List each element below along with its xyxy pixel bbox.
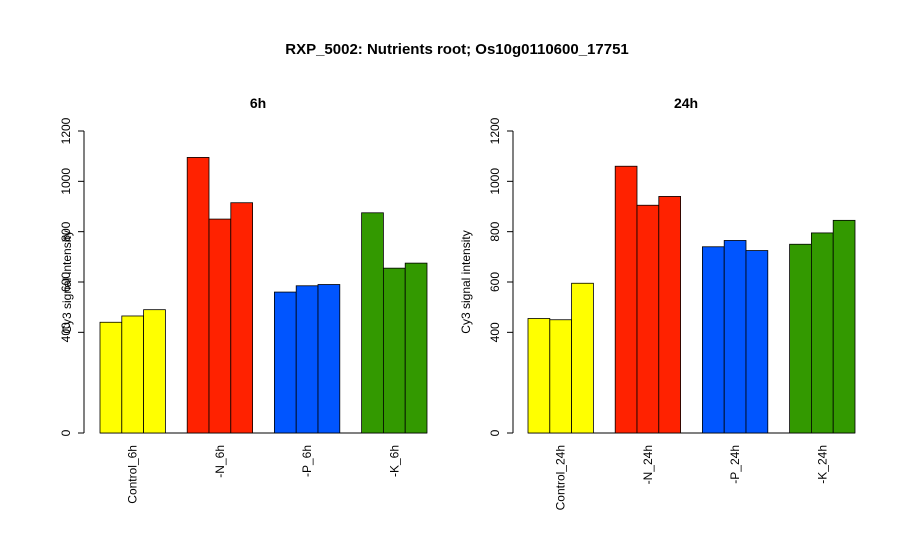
panel-6h: 6h Cy3 signal intensity 0 400 600 800 1000 12… <box>59 95 428 504</box>
y-tick-label: 400 <box>488 322 502 342</box>
bar <box>549 319 572 434</box>
main-title: RXP_5002: Nutrients root; Os10g0110600_1… <box>285 41 629 58</box>
y-tick-label: 800 <box>488 221 502 241</box>
bar <box>636 204 660 434</box>
y-tick-label: 1200 <box>59 117 73 144</box>
bar <box>382 267 406 434</box>
x-category-label: -K_24h <box>815 445 829 484</box>
y-tick-label: 1200 <box>488 117 502 144</box>
y-tick-label: 1000 <box>59 168 73 195</box>
bar <box>121 315 145 434</box>
bar <box>614 165 638 434</box>
bar <box>789 243 812 434</box>
bar <box>571 282 594 434</box>
x-category-label: -N_24h <box>641 445 655 484</box>
bar <box>658 196 681 434</box>
x-category-label: Control_24h <box>554 445 568 510</box>
y-tick-label: 0 <box>488 429 502 436</box>
y-axis-label-24h: Cy3 signal intensity <box>459 230 473 333</box>
bar <box>404 262 428 434</box>
bar <box>295 285 319 434</box>
x-category-label: -P_24h <box>728 445 742 484</box>
y-tick-label: 1000 <box>488 168 502 195</box>
bar <box>361 212 384 434</box>
bar <box>832 219 856 434</box>
y-tick-label: 600 <box>488 272 502 292</box>
y-tick-label: 0 <box>59 429 73 436</box>
x-category-label: -K_6h <box>387 445 401 477</box>
panel-title-6h: 6h <box>250 95 266 111</box>
y-tick-label: 400 <box>59 322 73 342</box>
y-tick-label: 600 <box>59 272 73 292</box>
bar <box>230 202 254 434</box>
bar <box>99 321 123 434</box>
bar <box>273 291 297 434</box>
panel-24h: 24h Cy3 signal intensity 0 400 600 800 1000 1… <box>459 95 856 510</box>
bar <box>208 218 232 434</box>
plot-area-24h: 0 400 600 800 1000 1200 Control_24h -N_24h -P_24… <box>488 117 856 510</box>
plot-area-6h: 0 400 600 800 1000 1200 Control_6h -N_6h -P_6h -K… <box>59 117 428 504</box>
bar <box>143 309 166 434</box>
bar <box>527 318 551 434</box>
bar <box>811 232 834 434</box>
bar <box>745 250 769 434</box>
bar <box>317 284 341 434</box>
x-category-label: -P_6h <box>300 445 314 477</box>
x-category-label: -N_6h <box>213 445 227 478</box>
y-tick-label: 800 <box>59 221 73 241</box>
bar <box>723 240 747 434</box>
panel-title-24h: 24h <box>674 95 698 111</box>
y-axis-label-6h: Cy3 signal intensity <box>60 230 74 333</box>
bar <box>186 157 210 434</box>
bar <box>702 246 725 434</box>
x-category-label: Control_6h <box>126 445 140 504</box>
